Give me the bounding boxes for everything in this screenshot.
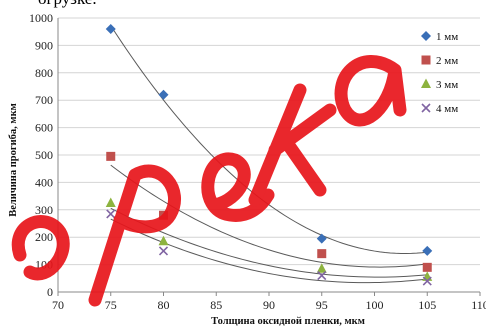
- data-point: [317, 249, 327, 259]
- x-tick-label: 85: [210, 298, 222, 312]
- data-point: [422, 262, 432, 272]
- data-point: [421, 55, 431, 65]
- data-point: [422, 276, 432, 286]
- y-tick-label: 900: [35, 38, 53, 52]
- x-tick-label: 95: [316, 298, 328, 312]
- data-point: [421, 103, 431, 113]
- y-tick-label: 400: [35, 175, 53, 189]
- y-tick-label: 200: [35, 230, 53, 244]
- legend-label: 3 мм: [436, 79, 458, 91]
- y-tick-label: 800: [35, 66, 53, 80]
- trend-curve: [110, 218, 428, 284]
- x-tick-label: 105: [418, 298, 436, 312]
- caption-text: огрузке.: [0, 0, 486, 9]
- trend-curves: [110, 25, 428, 284]
- x-tick-label: 70: [52, 298, 64, 312]
- y-tick-label: 0: [47, 285, 53, 299]
- legend: 1 мм 2 мм 3 мм 4 мм: [421, 31, 458, 115]
- y-tick-label: 600: [35, 121, 53, 135]
- x-axis-title: Толщина оксидной пленки, мкм: [211, 316, 365, 327]
- y-tick-label: 500: [35, 148, 53, 162]
- data-point: [422, 245, 433, 256]
- data-point: [158, 246, 169, 256]
- x-tick-label: 80: [158, 298, 170, 312]
- data-point: [317, 270, 327, 281]
- data-point: [316, 233, 327, 244]
- x-axis-ticks: 70 75 80 85 90 95 100 105 110: [52, 292, 486, 312]
- data-point: [106, 151, 116, 161]
- legend-label: 1 мм: [436, 31, 458, 43]
- x-tick-label: 100: [366, 298, 384, 312]
- data-point: [421, 78, 431, 88]
- data-point: [421, 31, 431, 41]
- y-axis-title: Величина прогиба, мкм: [8, 103, 19, 217]
- data-point: [159, 210, 168, 220]
- legend-label: 4 мм: [436, 103, 458, 115]
- y-tick-label: 700: [35, 93, 53, 107]
- data-point: [106, 209, 116, 219]
- y-axis-ticks: 0 100 200 300 400 500 600 700 800 900 1000: [29, 11, 53, 299]
- data-point: [105, 197, 116, 207]
- data-point: [105, 23, 116, 34]
- data-point: [422, 271, 433, 281]
- trend-curve: [110, 25, 428, 255]
- y-tick-label: 100: [35, 258, 53, 272]
- data-point: [316, 263, 327, 273]
- x-tick-label: 90: [263, 298, 275, 312]
- y-tick-label: 1000: [29, 11, 53, 25]
- gridlines: [58, 17, 480, 266]
- x-tick-label: 110: [471, 298, 486, 312]
- legend-label: 2 мм: [436, 55, 458, 67]
- data-point: [158, 89, 169, 100]
- x-tick-label: 75: [105, 298, 117, 312]
- y-tick-label: 300: [35, 203, 53, 217]
